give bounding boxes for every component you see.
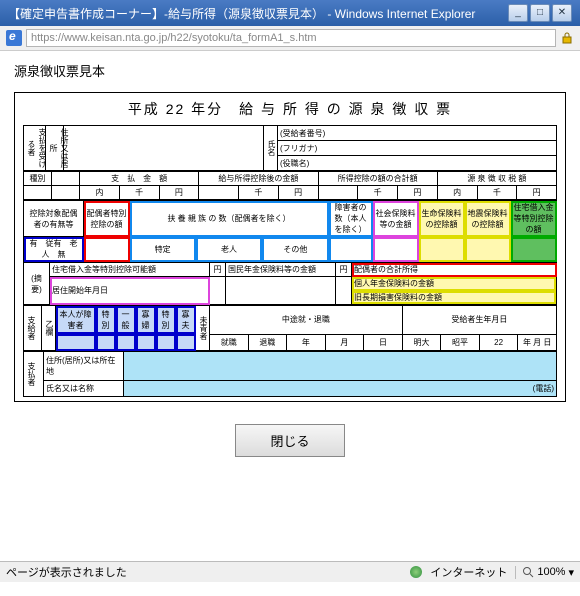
social-ins-label: 社会保険料等の金額 [373,201,419,237]
pay-label: 支 払 金 額 [80,172,199,186]
maximize-button[interactable]: □ [530,4,550,22]
close-window-button[interactable]: ✕ [552,4,572,22]
window-titlebar: 【確定申告書作成コーナー】-給与所得（源泉徴収票見本） - Windows In… [0,0,580,26]
start-label: 居住開始年月日 [50,277,210,305]
summary-label: (摘要) [24,263,50,305]
summary-block: (摘要) 住宅借入金等特別控除可能額 円 国民年金保険料等の金額 円 配偶者の合… [23,262,557,305]
ukyu-label: 受給者生年月日 [402,306,556,335]
close-button[interactable]: 閉じる [235,424,344,457]
s1-label: 住宅借入金等特別控除可能額 [50,263,210,277]
window-title: 【確定申告書作成コーナー】-給与所得（源泉徴収票見本） - Windows In… [8,5,475,22]
minimize-button[interactable]: _ [508,4,528,22]
name-label: 氏名 [266,127,277,169]
type-label: 種別 [24,172,52,186]
s5-label: 旧長期損害保険料の金額 [352,291,556,304]
header-block: 支払を受ける者 住所又は居所 氏名 (受給者番号) (フリガナ) (役職名) [23,125,557,171]
payer-addr-label: 住所(居所)又は所在地 [44,352,124,381]
payer-name-label: 氏名又は名称 [44,380,124,396]
gensen-form: 平成 22 年分 給 与 所 得 の 源 泉 徴 収 票 支払を受ける者 住所又… [14,92,566,402]
lock-icon [560,31,574,45]
zone-text: インターネット [430,564,507,580]
status-text: ページが表示されました [6,564,127,580]
recipient-no-label: (受給者番号) [278,126,557,141]
payer-vert: 支給者 [26,307,37,349]
zoom-value: 100% [537,566,565,578]
url-field[interactable]: https://www.keisan.nta.go.jp/h22/syotoku… [26,29,556,47]
s2-label: 国民年金保険料等の金額 [226,263,336,277]
address-bar: https://www.keisan.nta.go.jp/h22/syotoku… [0,26,580,51]
housing-label: 住宅借入金等特別控除の額 [511,201,557,237]
payer-label: 支払を受ける者 [26,127,48,169]
payer-tel: (電話) [124,380,557,396]
spouse-label: 控除対象配偶者の有無等 [24,201,84,237]
ie-icon [6,30,22,46]
payer-label2: 支払者 [26,353,37,395]
quake-ins-label: 地震保険料の控除額 [465,201,511,237]
s3-label: 配偶者の合計所得 [352,263,557,277]
window-controls: _ □ ✕ [508,4,572,22]
page-heading: 源泉徴収票見本 [14,61,566,80]
zone-icon [410,566,422,578]
zoom-control[interactable]: 100% ▾ [515,566,574,579]
life-ins-label: 生命保険料の控除額 [419,201,465,237]
payer-addr-value [124,352,557,381]
zoom-dropdown-icon: ▾ [568,566,574,579]
disabled-label: 障害者の数（本人を除く） [329,201,373,237]
page-content: 源泉徴収票見本 平成 22 年分 給 与 所 得 の 源 泉 徴 収 票 支払を… [0,51,580,561]
payer-block: 支払者 住所(居所)又は所在地 氏名又は名称 (電話) [23,351,557,397]
midori-label: 中途就・退職 [210,306,403,335]
dependents-label: 扶 養 親 族 の 数（配偶者を除く） [130,201,329,237]
detail-row: 支給者 乙欄 本人が障害者 特別 一般 寡婦 特別 寡夫 未青者 中途就・退職 … [23,305,557,351]
deduct-label: 所得控除の額の合計額 [318,172,437,186]
status-bar: ページが表示されました インターネット 100% ▾ [0,561,580,582]
self-dis-label: 本人が障害者 [56,306,96,335]
spouse-special-value [84,237,130,262]
deductions-row: 控除対象配偶者の有無等 配偶者特別控除の額 扶 養 親 族 の 数（配偶者を除く… [23,200,557,262]
amounts-row: 種別 支 払 金 額 給与所得控除後の金額 所得控除の額の合計額 源 泉 徴 収… [23,171,557,200]
type-value [52,172,80,186]
s4-label: 個人年金保険料の金額 [352,277,556,291]
zoom-icon [522,566,534,578]
spouse-value: 有 従有 老人 無 [24,237,84,262]
tax-label: 源 泉 徴 収 税 額 [437,172,556,186]
close-row: 閉じる [14,402,566,479]
otsu-label: 乙欄 [44,307,55,349]
after-label: 給与所得控除後の金額 [199,172,318,186]
role-label: (役職名) [278,156,557,171]
furigana-label: (フリガナ) [278,141,557,156]
spouse-special-label: 配偶者特別控除の額 [84,201,130,237]
addr-vert: 住所又は居所 [48,127,70,169]
form-title: 平成 22 年分 給 与 所 得 の 源 泉 徴 収 票 [23,99,557,119]
